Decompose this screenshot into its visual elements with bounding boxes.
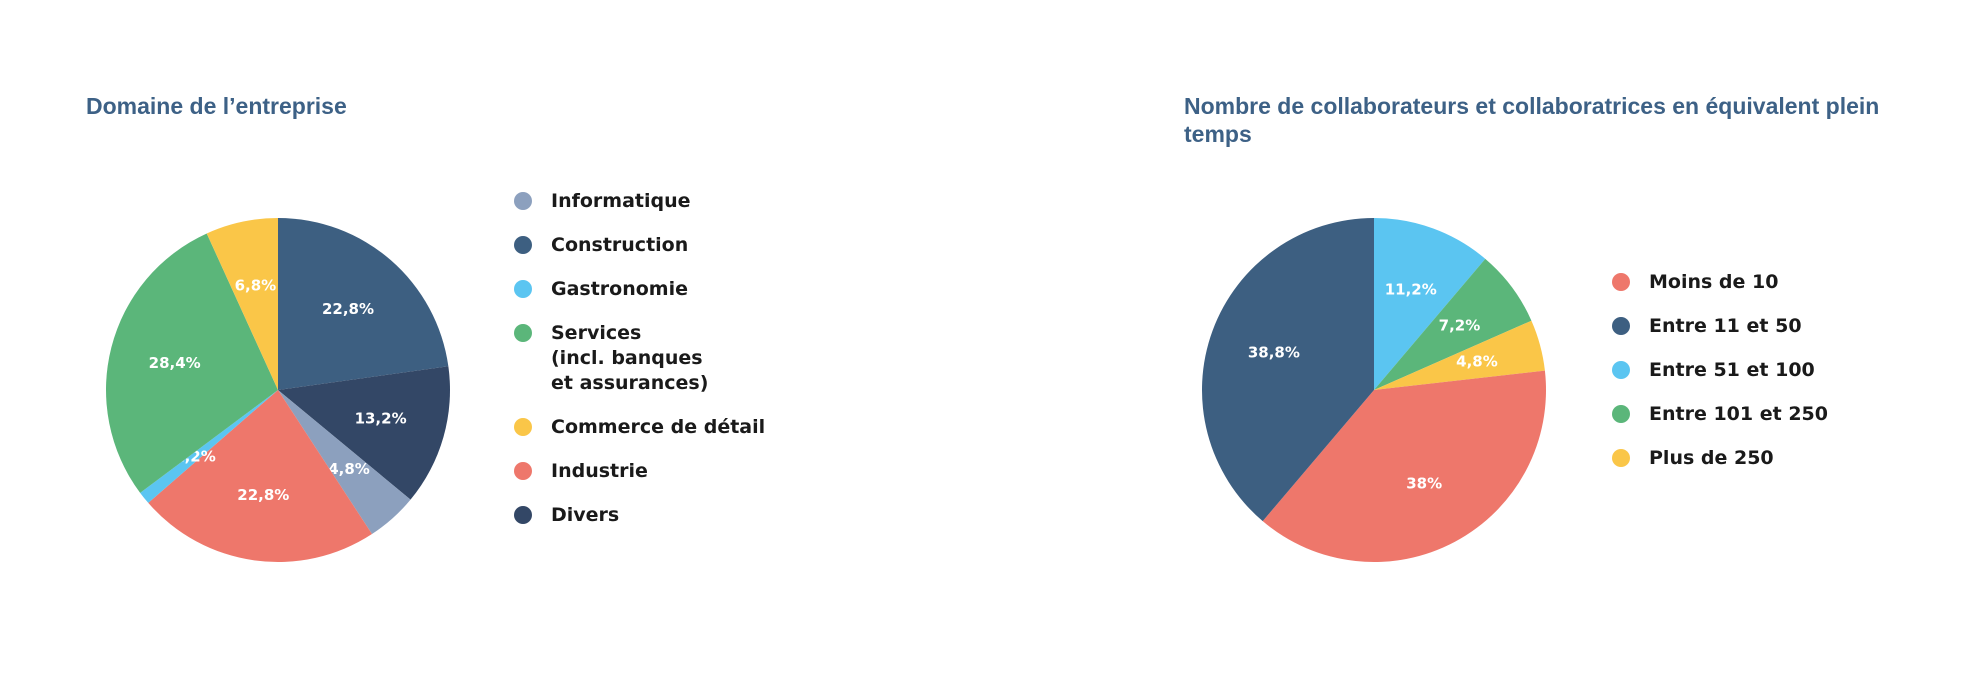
data-label-commerce-de-detail: 6,8%: [235, 276, 277, 294]
legend-item: Divers: [514, 503, 765, 528]
legend-swatch: [514, 324, 532, 342]
pie-slice-entre-51-et-100: [1374, 218, 1486, 390]
legend-item: Commerce de détail: [514, 415, 765, 440]
legend: Moins de 10 Entre 11 et 50 Entre 51 et 100…: [1612, 270, 1828, 490]
legend-swatch: [514, 506, 532, 524]
data-label-entre-51-et-100: 11,2%: [1385, 280, 1437, 298]
legend-swatch: [1612, 361, 1630, 379]
legend-swatch: [514, 462, 532, 480]
pie-slice-commerce-de-detail: [206, 218, 278, 390]
legend-label: Divers: [551, 504, 620, 526]
data-label-entre-101-et-250: 7,2%: [1439, 317, 1481, 335]
pie-slice-entre-11-et-50: [1202, 218, 1374, 522]
chart-title: Nombre de collaborateurs et collaboratri…: [1184, 93, 1880, 147]
pie-slice-construction: [278, 218, 449, 390]
legend-item: Entre 101 et 250: [1612, 402, 1828, 427]
data-label-industrie: 22,8%: [237, 486, 289, 504]
pie-slice-services-incl-banques-et-assurances: [105, 233, 278, 493]
legend-item: Gastronomie: [514, 277, 765, 302]
legend-item: Construction: [514, 233, 765, 258]
data-label-plus-de-250: 4,8%: [1456, 353, 1498, 371]
legend-swatch: [514, 418, 532, 436]
chart-title: Domaine de l’entreprise: [86, 93, 347, 119]
legend-item: Moins de 10: [1612, 270, 1828, 295]
legend-swatch: [1612, 317, 1630, 335]
legend-label: Construction: [551, 234, 689, 256]
pie-slice-entre-101-et-250: [1374, 258, 1532, 390]
legend: Informatique Construction Gastronomie Servi…: [514, 189, 765, 547]
legend-swatch: [514, 192, 532, 210]
legend-item: Entre 51 et 100: [1612, 358, 1828, 383]
legend-swatch: [514, 280, 532, 298]
pie-slice-moins-de-10: [1262, 370, 1546, 562]
legend-label: Entre 11 et 50: [1649, 315, 1802, 337]
legend-label: Informatique: [551, 190, 691, 212]
legend-label: Entre 101 et 250: [1649, 403, 1828, 425]
chart-domaine: Domaine de l’entreprise 22,8% 13,2% 4,8% 22…: [86, 93, 765, 562]
legend-item: Industrie: [514, 459, 765, 484]
chart-collaborateurs: Nombre de collaborateurs et collaboratri…: [990, 0, 1980, 676]
data-label-services-incl-banques-et-assurances: 28,4%: [149, 354, 201, 372]
pie-slice-gastronomie: [140, 390, 278, 503]
pie-chart: 22,8%13,2%4,8%22,8%1,2%28,4%6,8%: [105, 218, 450, 562]
legend-item: Informatique: [514, 189, 765, 214]
legend-label: Plus de 250: [1649, 447, 1774, 469]
legend-label: Moins de 10: [1649, 271, 1779, 293]
data-label-construction: 22,8%: [322, 300, 374, 318]
legend-swatch: [1612, 449, 1630, 467]
data-label-informatique: 4,8%: [328, 460, 370, 478]
legend-swatch: [514, 236, 532, 254]
pie-chart: 11,2% 7,2% 4,8% 38% 38,8%: [1202, 218, 1546, 562]
legend-label: Services (incl. banques et assurances): [551, 322, 709, 394]
data-label-moins-de-10: 38%: [1406, 475, 1442, 493]
data-label-entre-11-et-50: 38,8%: [1248, 344, 1300, 362]
legend-item: Services (incl. banques et assurances): [514, 321, 765, 396]
pie-slice-informatique: [278, 390, 411, 535]
data-label-divers: 13,2%: [355, 410, 407, 428]
legend-swatch: [1612, 273, 1630, 291]
legend-label: Entre 51 et 100: [1649, 359, 1815, 381]
legend-swatch: [1612, 405, 1630, 423]
pie-slice-plus-de-250: [1374, 320, 1545, 390]
legend-label: Industrie: [551, 460, 648, 482]
pie-slice-divers: [278, 366, 450, 500]
legend-item: Entre 11 et 50: [1612, 314, 1828, 339]
pie-slice-industrie: [148, 390, 372, 562]
legend-label: Commerce de détail: [551, 416, 766, 438]
legend-item: Plus de 250: [1612, 446, 1828, 471]
legend-label: Gastronomie: [551, 278, 689, 300]
